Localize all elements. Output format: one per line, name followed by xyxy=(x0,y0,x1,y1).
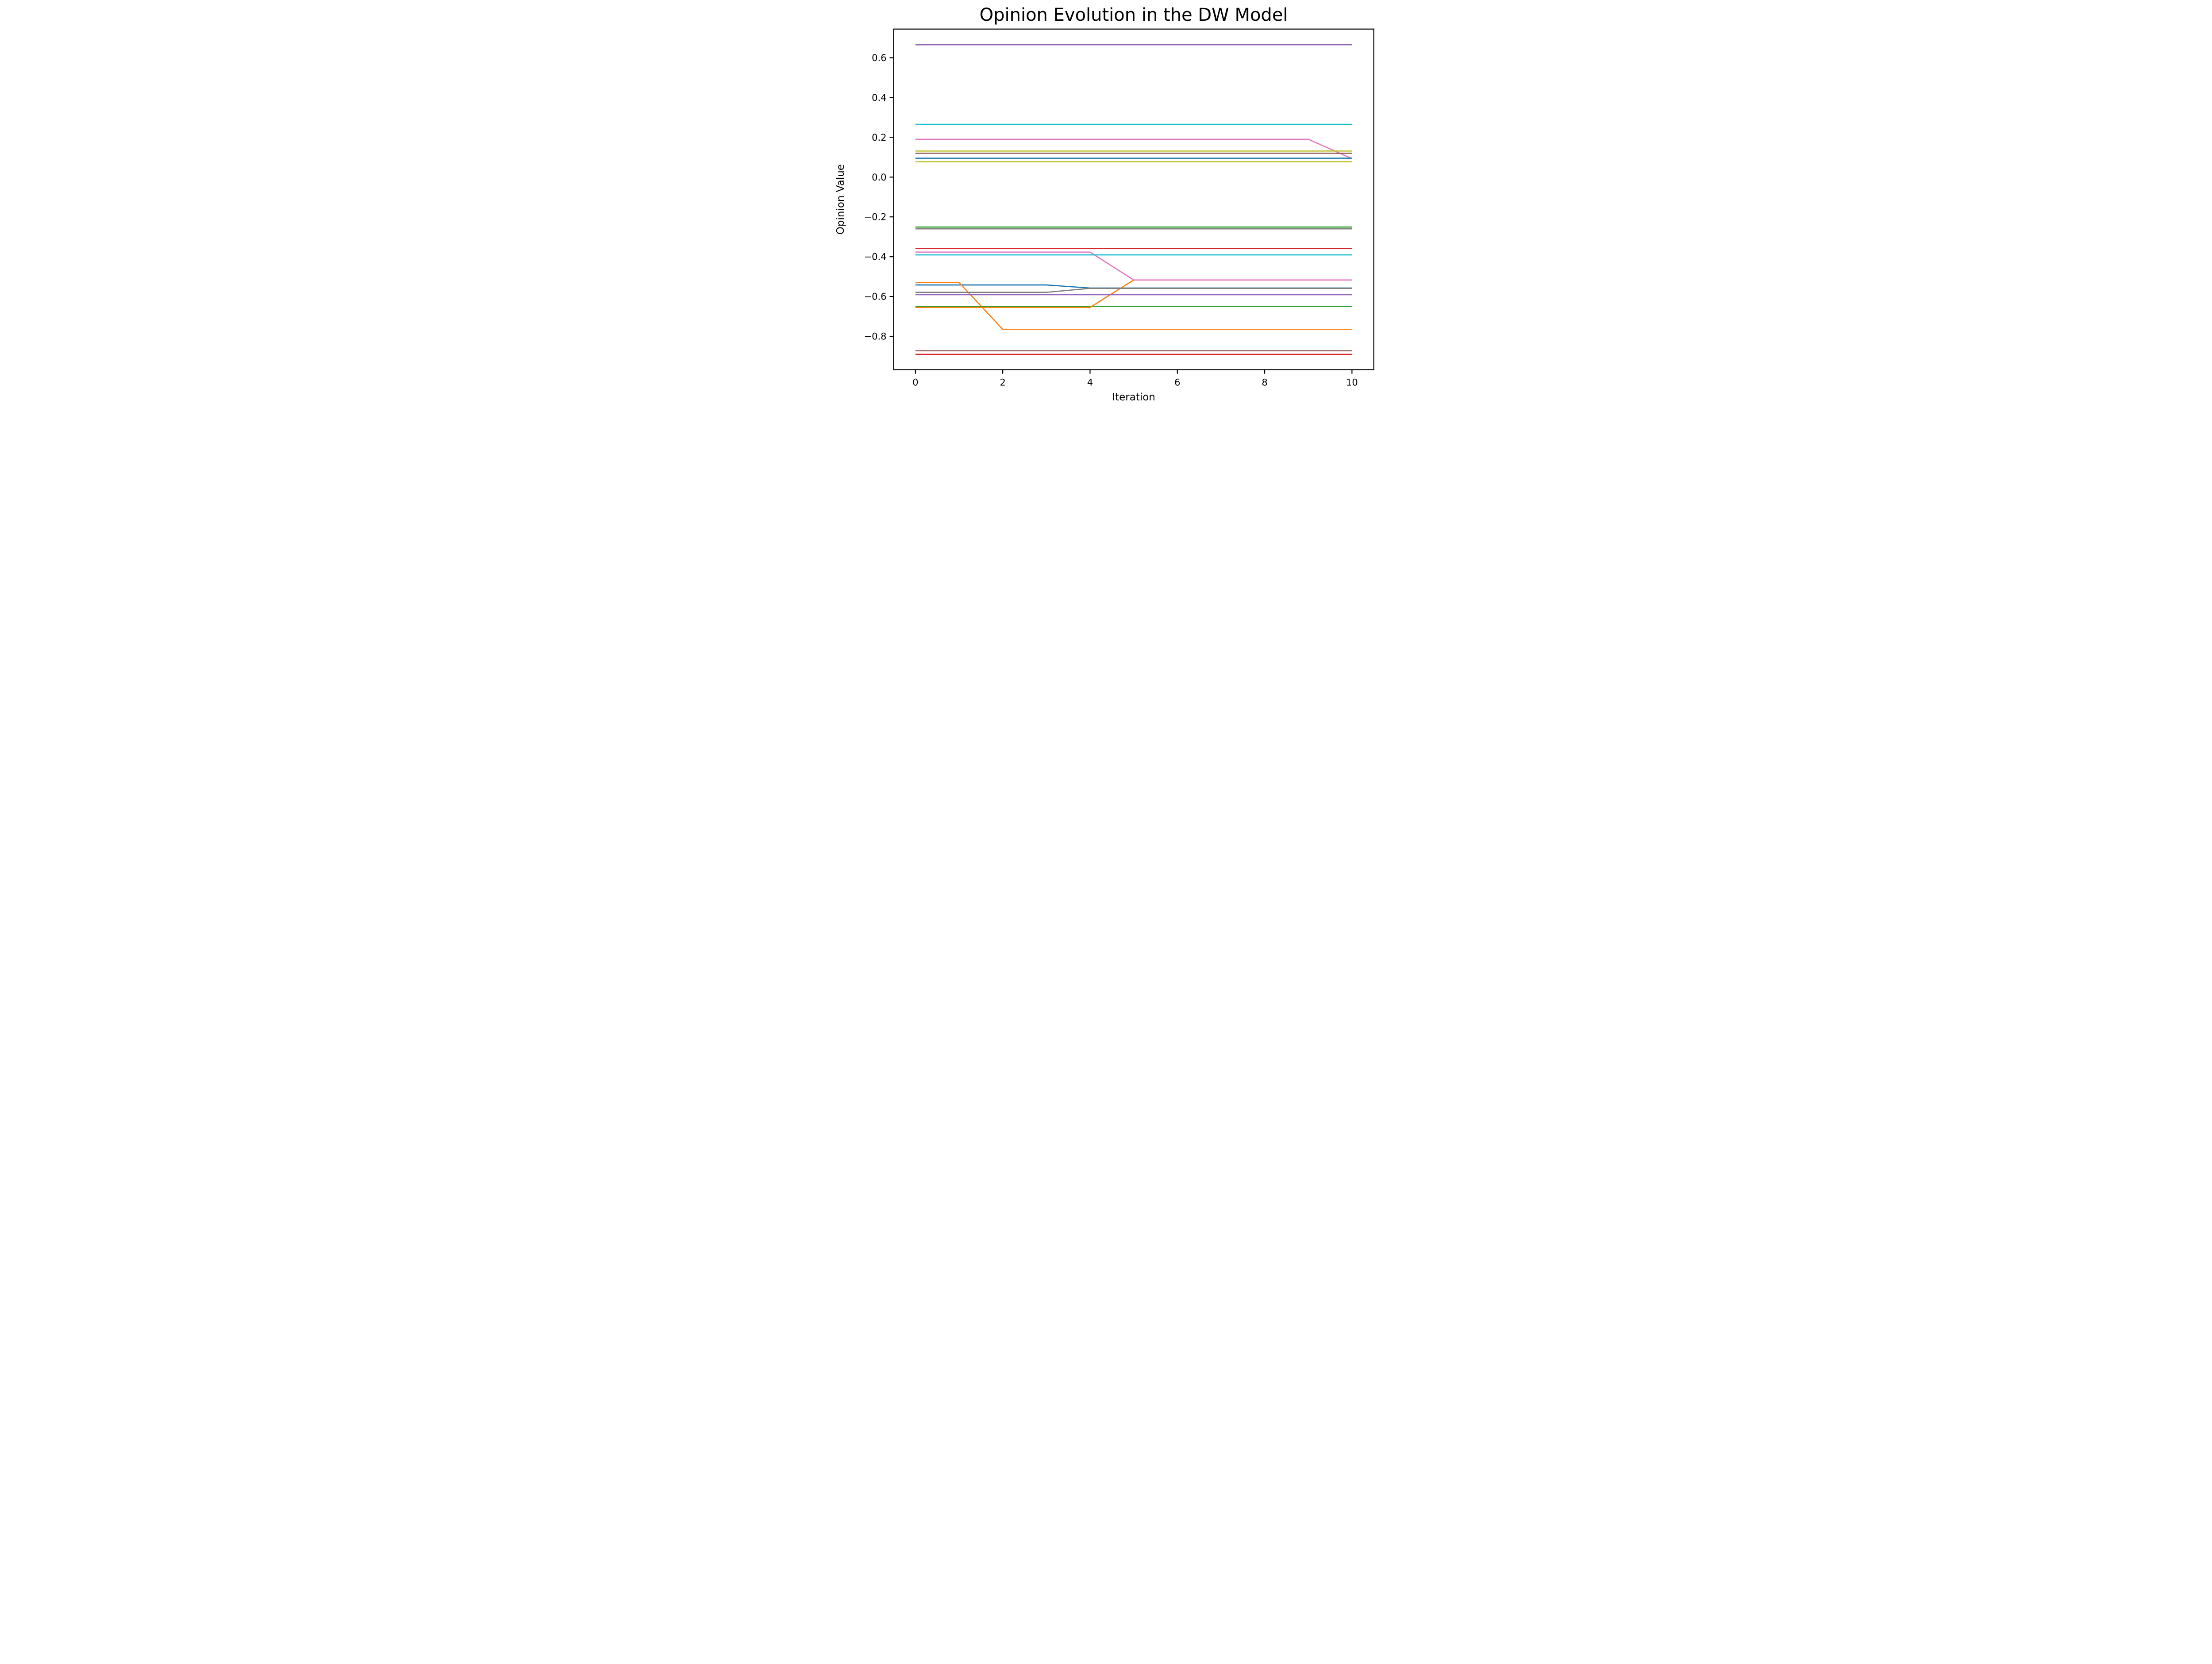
y-tick-label: 0.6 xyxy=(872,53,886,63)
x-tick-label: 6 xyxy=(1174,377,1180,388)
x-tick-label: 2 xyxy=(1000,377,1005,388)
x-tick-label: 8 xyxy=(1262,377,1267,388)
series-line-agent-17 xyxy=(915,288,1352,293)
series-line-agent-11 xyxy=(915,279,1352,308)
series-line-agent-16 xyxy=(915,251,1352,281)
series-line-agent-1 xyxy=(915,282,1352,330)
series-layer xyxy=(915,44,1352,355)
y-tick-label: 0.4 xyxy=(872,92,886,103)
x-tick-label: 4 xyxy=(1087,377,1093,388)
y-tick-label: −0.8 xyxy=(864,331,886,342)
axes-layer: 0 2 4 6 8 10 0.6 0.4 0.2 0.0 −0.2 −0.4 −0.6 −0.8 xyxy=(864,28,1374,388)
x-tick-label: 10 xyxy=(1346,377,1358,388)
y-tick-label: 0.0 xyxy=(872,172,886,183)
figure-canvas: 0 2 4 6 8 10 0.6 0.4 0.2 0.0 −0.2 −0.4 −0.6 −0.8 Opin… xyxy=(829,0,1383,416)
y-tick-label: −0.6 xyxy=(864,292,886,302)
series-line-agent-6 xyxy=(915,138,1352,159)
x-axis-label: Iteration xyxy=(1112,392,1155,403)
plot-border xyxy=(892,28,1374,370)
y-axis-label: Opinion Value xyxy=(835,164,846,234)
y-tick-label: −0.4 xyxy=(864,252,886,262)
series-line-agent-0 xyxy=(915,284,1352,289)
y-tick-label: 0.2 xyxy=(872,132,886,143)
opinion-evolution-chart: 0 2 4 6 8 10 0.6 0.4 0.2 0.0 −0.2 −0.4 −0.6 −0.8 Opin… xyxy=(835,5,1374,403)
chart-title: Opinion Evolution in the DW Model xyxy=(979,5,1288,25)
y-tick-label: −0.2 xyxy=(864,212,886,223)
x-tick-label: 0 xyxy=(912,377,918,388)
